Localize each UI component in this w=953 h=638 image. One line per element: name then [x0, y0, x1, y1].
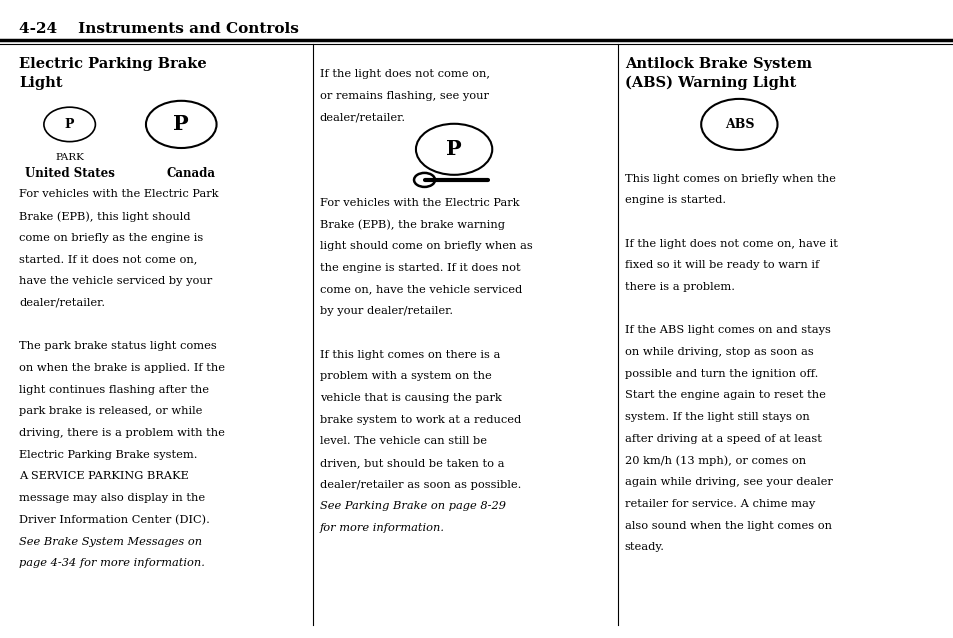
Text: by your dealer/retailer.: by your dealer/retailer.: [319, 306, 453, 316]
Text: on when the brake is applied. If the: on when the brake is applied. If the: [19, 363, 225, 373]
Text: This light comes on briefly when the: This light comes on briefly when the: [624, 174, 835, 184]
Text: P: P: [65, 118, 74, 131]
Text: park brake is released, or while: park brake is released, or while: [19, 406, 202, 417]
Text: the engine is started. If it does not: the engine is started. If it does not: [319, 263, 519, 273]
Text: after driving at a speed of at least: after driving at a speed of at least: [624, 434, 821, 444]
Text: Brake (EPB), the brake warning: Brake (EPB), the brake warning: [319, 219, 504, 230]
Text: dealer/retailer.: dealer/retailer.: [19, 298, 105, 308]
Text: driving, there is a problem with the: driving, there is a problem with the: [19, 428, 225, 438]
Text: Start the engine again to reset the: Start the engine again to reset the: [624, 390, 825, 401]
Text: also sound when the light comes on: also sound when the light comes on: [624, 521, 831, 531]
Text: Canada: Canada: [166, 167, 215, 180]
Text: Antilock Brake System
(ABS) Warning Light: Antilock Brake System (ABS) Warning Ligh…: [624, 57, 811, 91]
Text: If the light does not come on,: If the light does not come on,: [319, 69, 489, 79]
Text: for more information.: for more information.: [319, 523, 444, 533]
Text: See Brake System Messages on: See Brake System Messages on: [19, 537, 202, 547]
Text: The park brake status light comes: The park brake status light comes: [19, 341, 216, 352]
Text: If the light does not come on, have it: If the light does not come on, have it: [624, 239, 837, 249]
Text: ABS: ABS: [724, 118, 753, 131]
Text: driven, but should be taken to a: driven, but should be taken to a: [319, 458, 503, 468]
Text: system. If the light still stays on: system. If the light still stays on: [624, 412, 809, 422]
Text: light continues flashing after the: light continues flashing after the: [19, 385, 209, 395]
Text: problem with a system on the: problem with a system on the: [319, 371, 491, 382]
Text: vehicle that is causing the park: vehicle that is causing the park: [319, 393, 501, 403]
Text: A SERVICE PARKING BRAKE: A SERVICE PARKING BRAKE: [19, 471, 189, 482]
Text: Electric Parking Brake
Light: Electric Parking Brake Light: [19, 57, 207, 90]
Text: started. If it does not come on,: started. If it does not come on,: [19, 255, 197, 265]
Text: dealer/retailer.: dealer/retailer.: [319, 112, 405, 122]
Text: steady.: steady.: [624, 542, 664, 553]
Text: brake system to work at a reduced: brake system to work at a reduced: [319, 415, 520, 425]
Text: For vehicles with the Electric Park: For vehicles with the Electric Park: [319, 198, 518, 208]
Text: United States: United States: [25, 167, 114, 180]
Text: again while driving, see your dealer: again while driving, see your dealer: [624, 477, 832, 487]
Text: If this light comes on there is a: If this light comes on there is a: [319, 350, 499, 360]
Text: or remains flashing, see your: or remains flashing, see your: [319, 91, 488, 101]
Text: Driver Information Center (DIC).: Driver Information Center (DIC).: [19, 515, 210, 525]
Text: page 4-34 for more information.: page 4-34 for more information.: [19, 558, 205, 568]
Text: 4-24    Instruments and Controls: 4-24 Instruments and Controls: [19, 22, 298, 36]
Text: dealer/retailer as soon as possible.: dealer/retailer as soon as possible.: [319, 480, 520, 490]
Text: fixed so it will be ready to warn if: fixed so it will be ready to warn if: [624, 260, 819, 271]
Text: PARK: PARK: [55, 153, 84, 162]
Text: See Parking Brake on page 8-29: See Parking Brake on page 8-29: [319, 501, 505, 512]
Text: come on, have the vehicle serviced: come on, have the vehicle serviced: [319, 285, 521, 295]
Text: possible and turn the ignition off.: possible and turn the ignition off.: [624, 369, 818, 379]
Text: P: P: [173, 114, 189, 135]
Text: level. The vehicle can still be: level. The vehicle can still be: [319, 436, 486, 447]
Text: retailer for service. A chime may: retailer for service. A chime may: [624, 499, 814, 509]
Text: on while driving, stop as soon as: on while driving, stop as soon as: [624, 347, 813, 357]
Text: message may also display in the: message may also display in the: [19, 493, 205, 503]
Text: If the ABS light comes on and stays: If the ABS light comes on and stays: [624, 325, 830, 336]
Text: have the vehicle serviced by your: have the vehicle serviced by your: [19, 276, 213, 286]
Text: light should come on briefly when as: light should come on briefly when as: [319, 241, 532, 251]
Text: P: P: [446, 139, 461, 160]
Text: Electric Parking Brake system.: Electric Parking Brake system.: [19, 450, 197, 460]
Text: engine is started.: engine is started.: [624, 195, 725, 205]
Text: For vehicles with the Electric Park: For vehicles with the Electric Park: [19, 189, 218, 200]
Text: 20 km/h (13 mph), or comes on: 20 km/h (13 mph), or comes on: [624, 456, 805, 466]
Text: there is a problem.: there is a problem.: [624, 282, 734, 292]
Text: Brake (EPB), this light should: Brake (EPB), this light should: [19, 211, 191, 222]
Text: come on briefly as the engine is: come on briefly as the engine is: [19, 233, 203, 243]
